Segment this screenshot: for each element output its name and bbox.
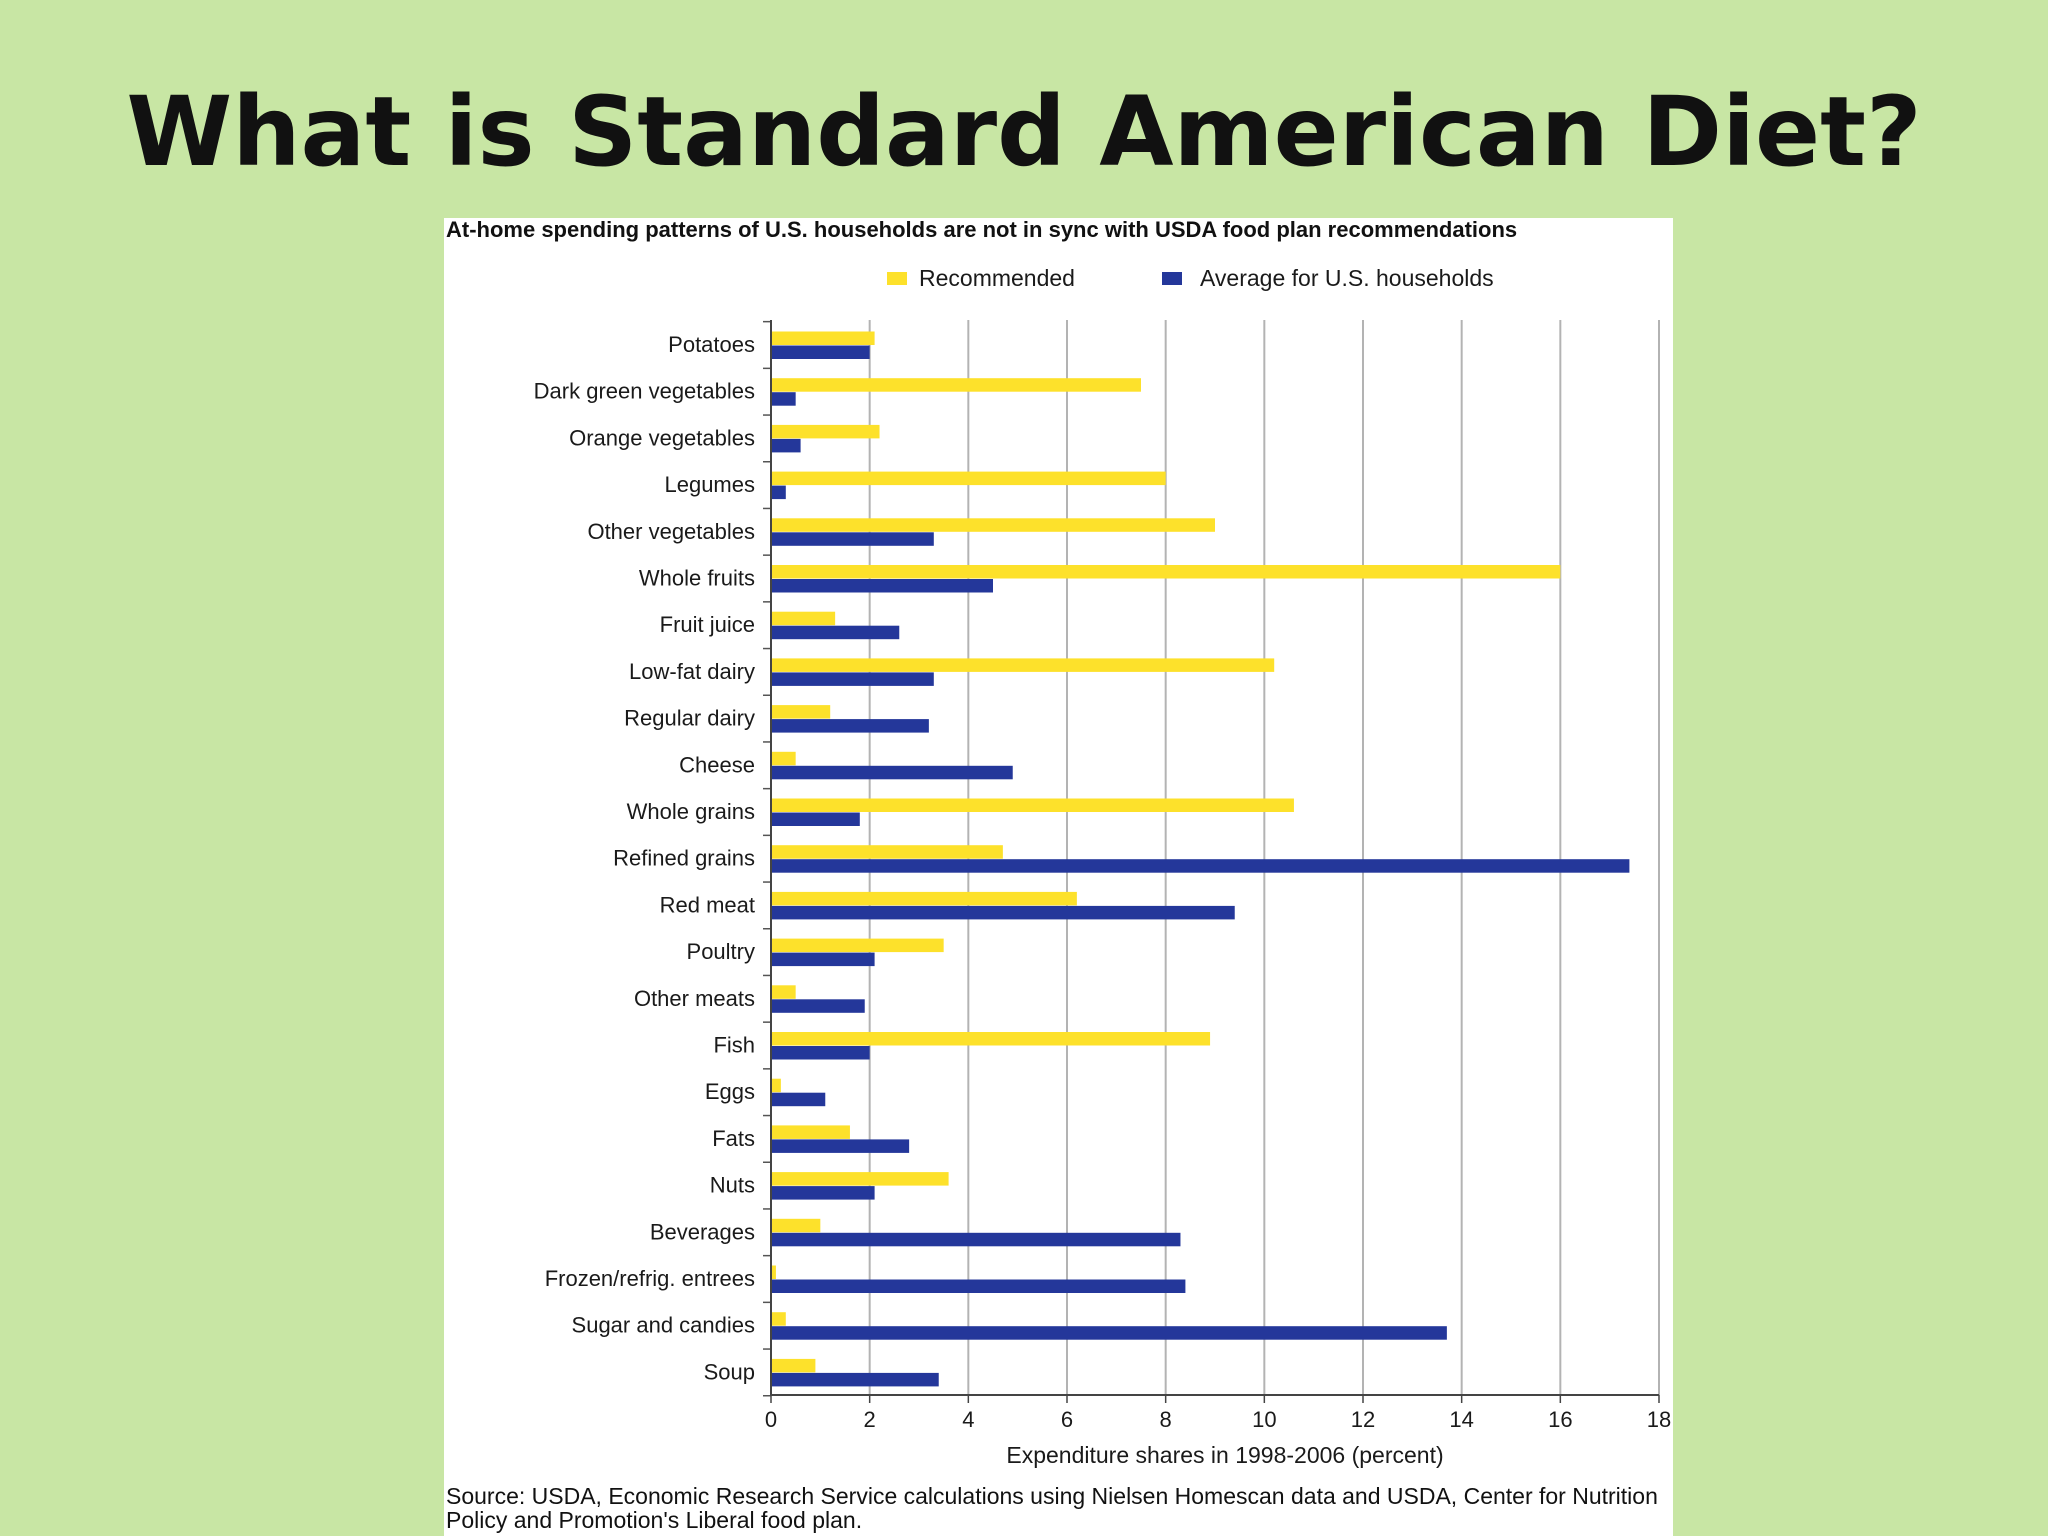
x-tick-label: 0 <box>765 1407 777 1432</box>
bar-average <box>771 672 934 686</box>
x-tick-label: 4 <box>962 1407 974 1432</box>
bar-chart: Potatoes Dark green vegetables Orange vege… <box>534 265 1672 1468</box>
category-label: Legumes <box>664 472 755 497</box>
bar-average <box>771 719 929 733</box>
chart-title: At-home spending patterns of U.S. househ… <box>446 218 1518 242</box>
legend-swatch-average <box>1162 272 1182 285</box>
legend-label-average: Average for U.S. households <box>1200 265 1494 291</box>
bar-recommended <box>771 424 880 439</box>
category-label: Whole grains <box>627 799 755 824</box>
category-label: Nuts <box>710 1173 755 1198</box>
bar-average <box>771 1046 870 1060</box>
x-tick-label: 6 <box>1061 1407 1073 1432</box>
bar-recommended <box>771 471 1166 486</box>
chart-panel: At-home spending patterns of U.S. househ… <box>444 218 1673 1536</box>
x-tick-label: 18 <box>1647 1407 1671 1432</box>
bar-recommended <box>771 985 796 999</box>
category-label: Frozen/refrig. entrees <box>545 1266 755 1291</box>
category-label: Dark green vegetables <box>534 379 755 404</box>
bar-recommended <box>771 751 796 766</box>
category-label: Soup <box>704 1359 755 1384</box>
category-label: Cheese <box>679 752 755 777</box>
bar-recommended <box>771 1172 949 1186</box>
category-label: Fats <box>712 1126 755 1151</box>
category-label: Fruit juice <box>660 612 755 637</box>
bar-recommended <box>771 1358 816 1373</box>
category-label: Potatoes <box>668 332 755 357</box>
bar-average <box>771 999 865 1013</box>
bar-average <box>771 345 870 359</box>
x-tick-label: 16 <box>1548 1407 1572 1432</box>
bar-average <box>771 1232 1181 1247</box>
category-label: Refined grains <box>613 846 755 871</box>
bar-recommended <box>771 705 831 719</box>
bar-recommended <box>771 1078 781 1093</box>
bar-recommended <box>771 518 1215 532</box>
bar-average <box>771 1372 939 1387</box>
legend-label-recommended: Recommended <box>919 265 1075 291</box>
bar-recommended <box>771 1265 776 1279</box>
category-label: Sugar and candies <box>572 1313 755 1338</box>
category-label: Fish <box>713 1033 755 1058</box>
category-label: Whole fruits <box>639 566 755 591</box>
category-label: Orange vegetables <box>569 425 755 450</box>
bar-average <box>771 485 786 500</box>
bar-recommended <box>771 1125 850 1139</box>
bar-recommended <box>771 331 875 345</box>
x-tick-label: 10 <box>1252 1407 1276 1432</box>
bar-recommended <box>771 891 1077 906</box>
bar-recommended <box>771 1312 786 1326</box>
bar-average <box>771 765 1013 780</box>
slide-title: What is Standard American Diet? <box>126 76 1922 188</box>
bar-recommended <box>771 845 1003 859</box>
bar-recommended <box>771 611 836 626</box>
bar-average <box>771 392 796 406</box>
bar-average <box>771 532 934 546</box>
bar-recommended <box>771 658 1275 672</box>
bar-average <box>771 579 993 593</box>
category-label: Beverages <box>650 1219 755 1244</box>
bar-recommended <box>771 798 1294 812</box>
bar-average <box>771 905 1235 920</box>
chart-source: Source: USDA, Economic Research Service … <box>446 1483 1658 1533</box>
x-tick-label: 12 <box>1351 1407 1375 1432</box>
category-label: Eggs <box>705 1079 755 1104</box>
bar-average <box>771 625 900 640</box>
category-label: Low-fat dairy <box>629 659 755 684</box>
category-label: Red meat <box>660 892 755 917</box>
x-axis-label: Expenditure shares in 1998-2006 (percent… <box>1006 1442 1443 1468</box>
bar-average <box>771 859 1630 873</box>
category-label: Regular dairy <box>624 706 755 731</box>
category-label: Other vegetables <box>587 519 755 544</box>
bar-recommended <box>771 378 1141 392</box>
bar-recommended <box>771 938 944 953</box>
legend-swatch-recommended <box>887 272 907 285</box>
x-tick-label: 8 <box>1160 1407 1172 1432</box>
category-label: Poultry <box>687 939 755 964</box>
x-tick-label: 2 <box>864 1407 876 1432</box>
bar-average <box>771 1139 910 1153</box>
x-tick-label: 14 <box>1449 1407 1473 1432</box>
bar-average <box>771 812 860 826</box>
bar-average <box>771 1186 875 1200</box>
bar-average <box>771 1326 1447 1340</box>
bar-average <box>771 952 875 967</box>
bar-recommended <box>771 565 1561 579</box>
bar-recommended <box>771 1032 1211 1046</box>
bar-average <box>771 438 801 453</box>
category-label: Other meats <box>634 986 755 1011</box>
bar-average <box>771 1092 826 1107</box>
bar-average <box>771 1279 1186 1293</box>
bar-recommended <box>771 1218 821 1233</box>
